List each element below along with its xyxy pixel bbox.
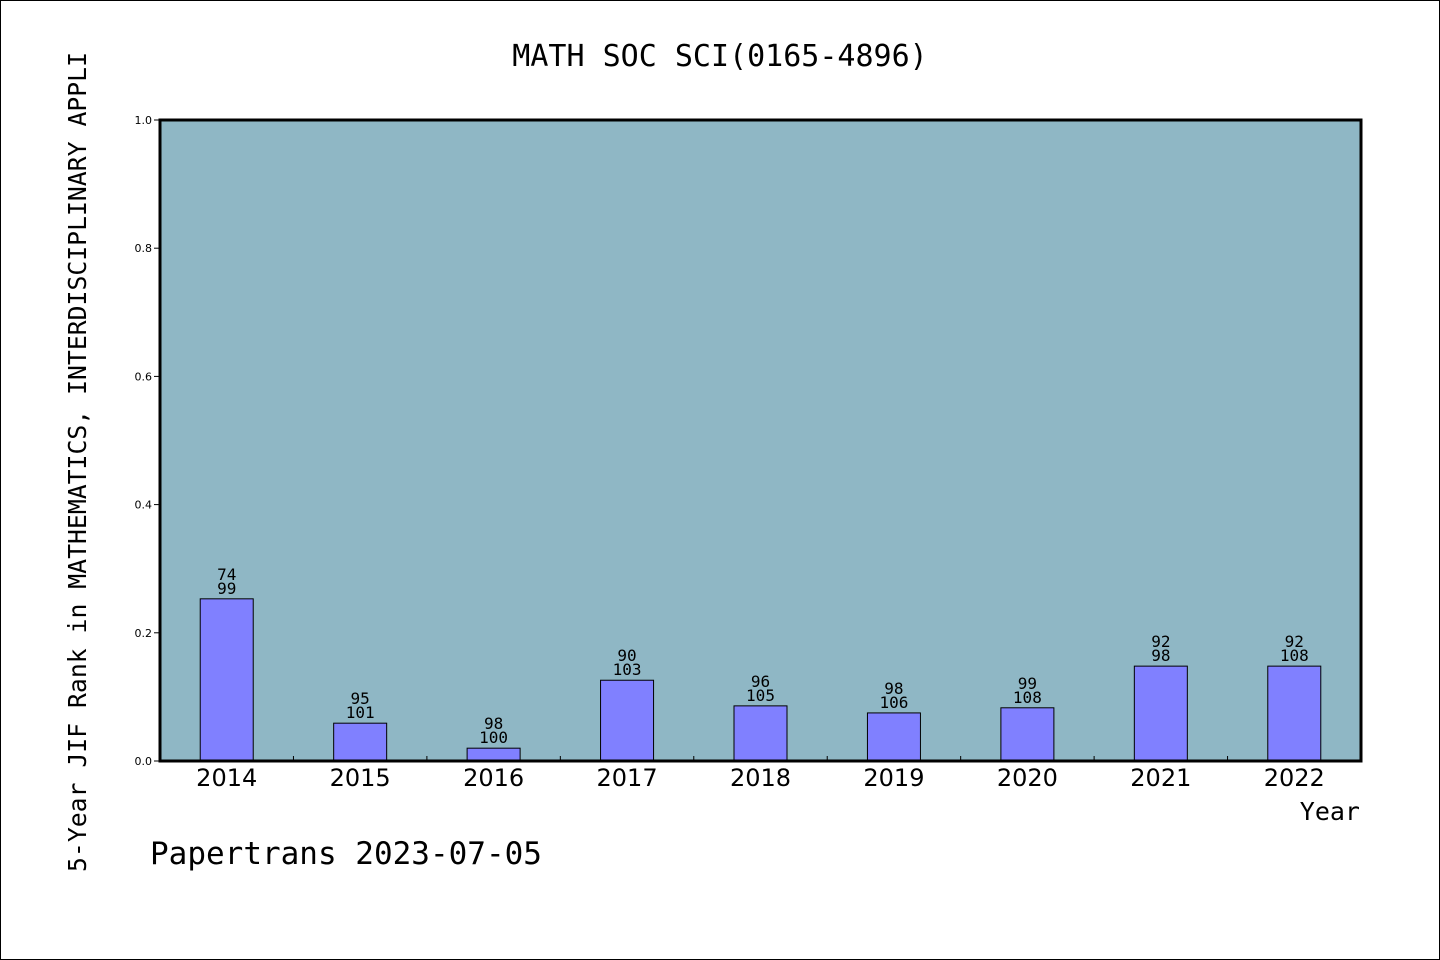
y-tick-label: 0.0 xyxy=(135,755,153,768)
x-axis-label: Year xyxy=(1300,797,1360,826)
y-tick-label: 0.4 xyxy=(135,499,153,512)
bar-total-label: 105 xyxy=(746,686,775,705)
bars-layer: 7499201495101201598100201690103201796105… xyxy=(196,565,1325,792)
bar-rank-label: 98 xyxy=(484,714,503,733)
bar-2021 xyxy=(1133,665,1188,762)
ticks-layer: 0.0 0.2 0.4 0.6 0.8 1.0 xyxy=(135,114,1229,768)
bar-total-label: 98 xyxy=(1151,646,1170,665)
y-tick-label: 0.2 xyxy=(135,627,153,640)
x-tick-label: 2020 xyxy=(997,764,1058,792)
bar-2018 xyxy=(733,705,788,762)
bar-2022 xyxy=(1267,665,1322,762)
bar-rank-label: 92 xyxy=(1151,632,1170,651)
bar-total-label: 108 xyxy=(1280,646,1309,665)
x-tick-label: 2017 xyxy=(597,764,658,792)
bar-2016 xyxy=(466,747,521,762)
chart-title: MATH SOC SCI(0165-4896) xyxy=(512,39,927,74)
bar-rank-label: 92 xyxy=(1285,632,1304,651)
x-tick-label: 2015 xyxy=(330,764,391,792)
bar-rank-label: 74 xyxy=(217,565,236,584)
bar-rank-label: 96 xyxy=(751,672,770,691)
bar-rank-label: 95 xyxy=(351,689,370,708)
bar-2019 xyxy=(866,712,921,762)
bar-2015 xyxy=(333,722,388,762)
bar-total-label: 103 xyxy=(613,660,642,679)
y-tick-label: 1.0 xyxy=(135,114,153,127)
bar-2014 xyxy=(199,598,254,762)
footer-credit: Papertrans 2023-07-05 xyxy=(150,836,542,872)
x-tick-label: 2016 xyxy=(463,764,524,792)
y-tick-label: 0.6 xyxy=(135,370,153,383)
bar-total-label: 108 xyxy=(1013,688,1042,707)
plot-area xyxy=(160,120,1361,761)
bar-total-label: 100 xyxy=(479,728,508,747)
y-tick-label: 0.8 xyxy=(135,242,153,255)
x-tick-label: 2022 xyxy=(1264,764,1325,792)
bar-rank-label: 99 xyxy=(1018,674,1037,693)
bar-total-label: 101 xyxy=(346,703,375,722)
bar-total-label: 106 xyxy=(879,693,908,712)
bar-total-label: 99 xyxy=(217,579,236,598)
y-axis-label: 5-Year JIF Rank in MATHEMATICS, INTERDIS… xyxy=(63,52,92,872)
bar-2017 xyxy=(600,679,655,762)
x-tick-label: 2018 xyxy=(730,764,791,792)
x-tick-label: 2014 xyxy=(196,764,257,792)
plot-frame xyxy=(158,118,1363,763)
bar-2020 xyxy=(1000,707,1055,762)
bar-rank-label: 98 xyxy=(884,679,903,698)
x-tick-label: 2021 xyxy=(1130,764,1191,792)
bar-rank-label: 90 xyxy=(617,646,636,665)
x-tick-label: 2019 xyxy=(863,764,924,792)
